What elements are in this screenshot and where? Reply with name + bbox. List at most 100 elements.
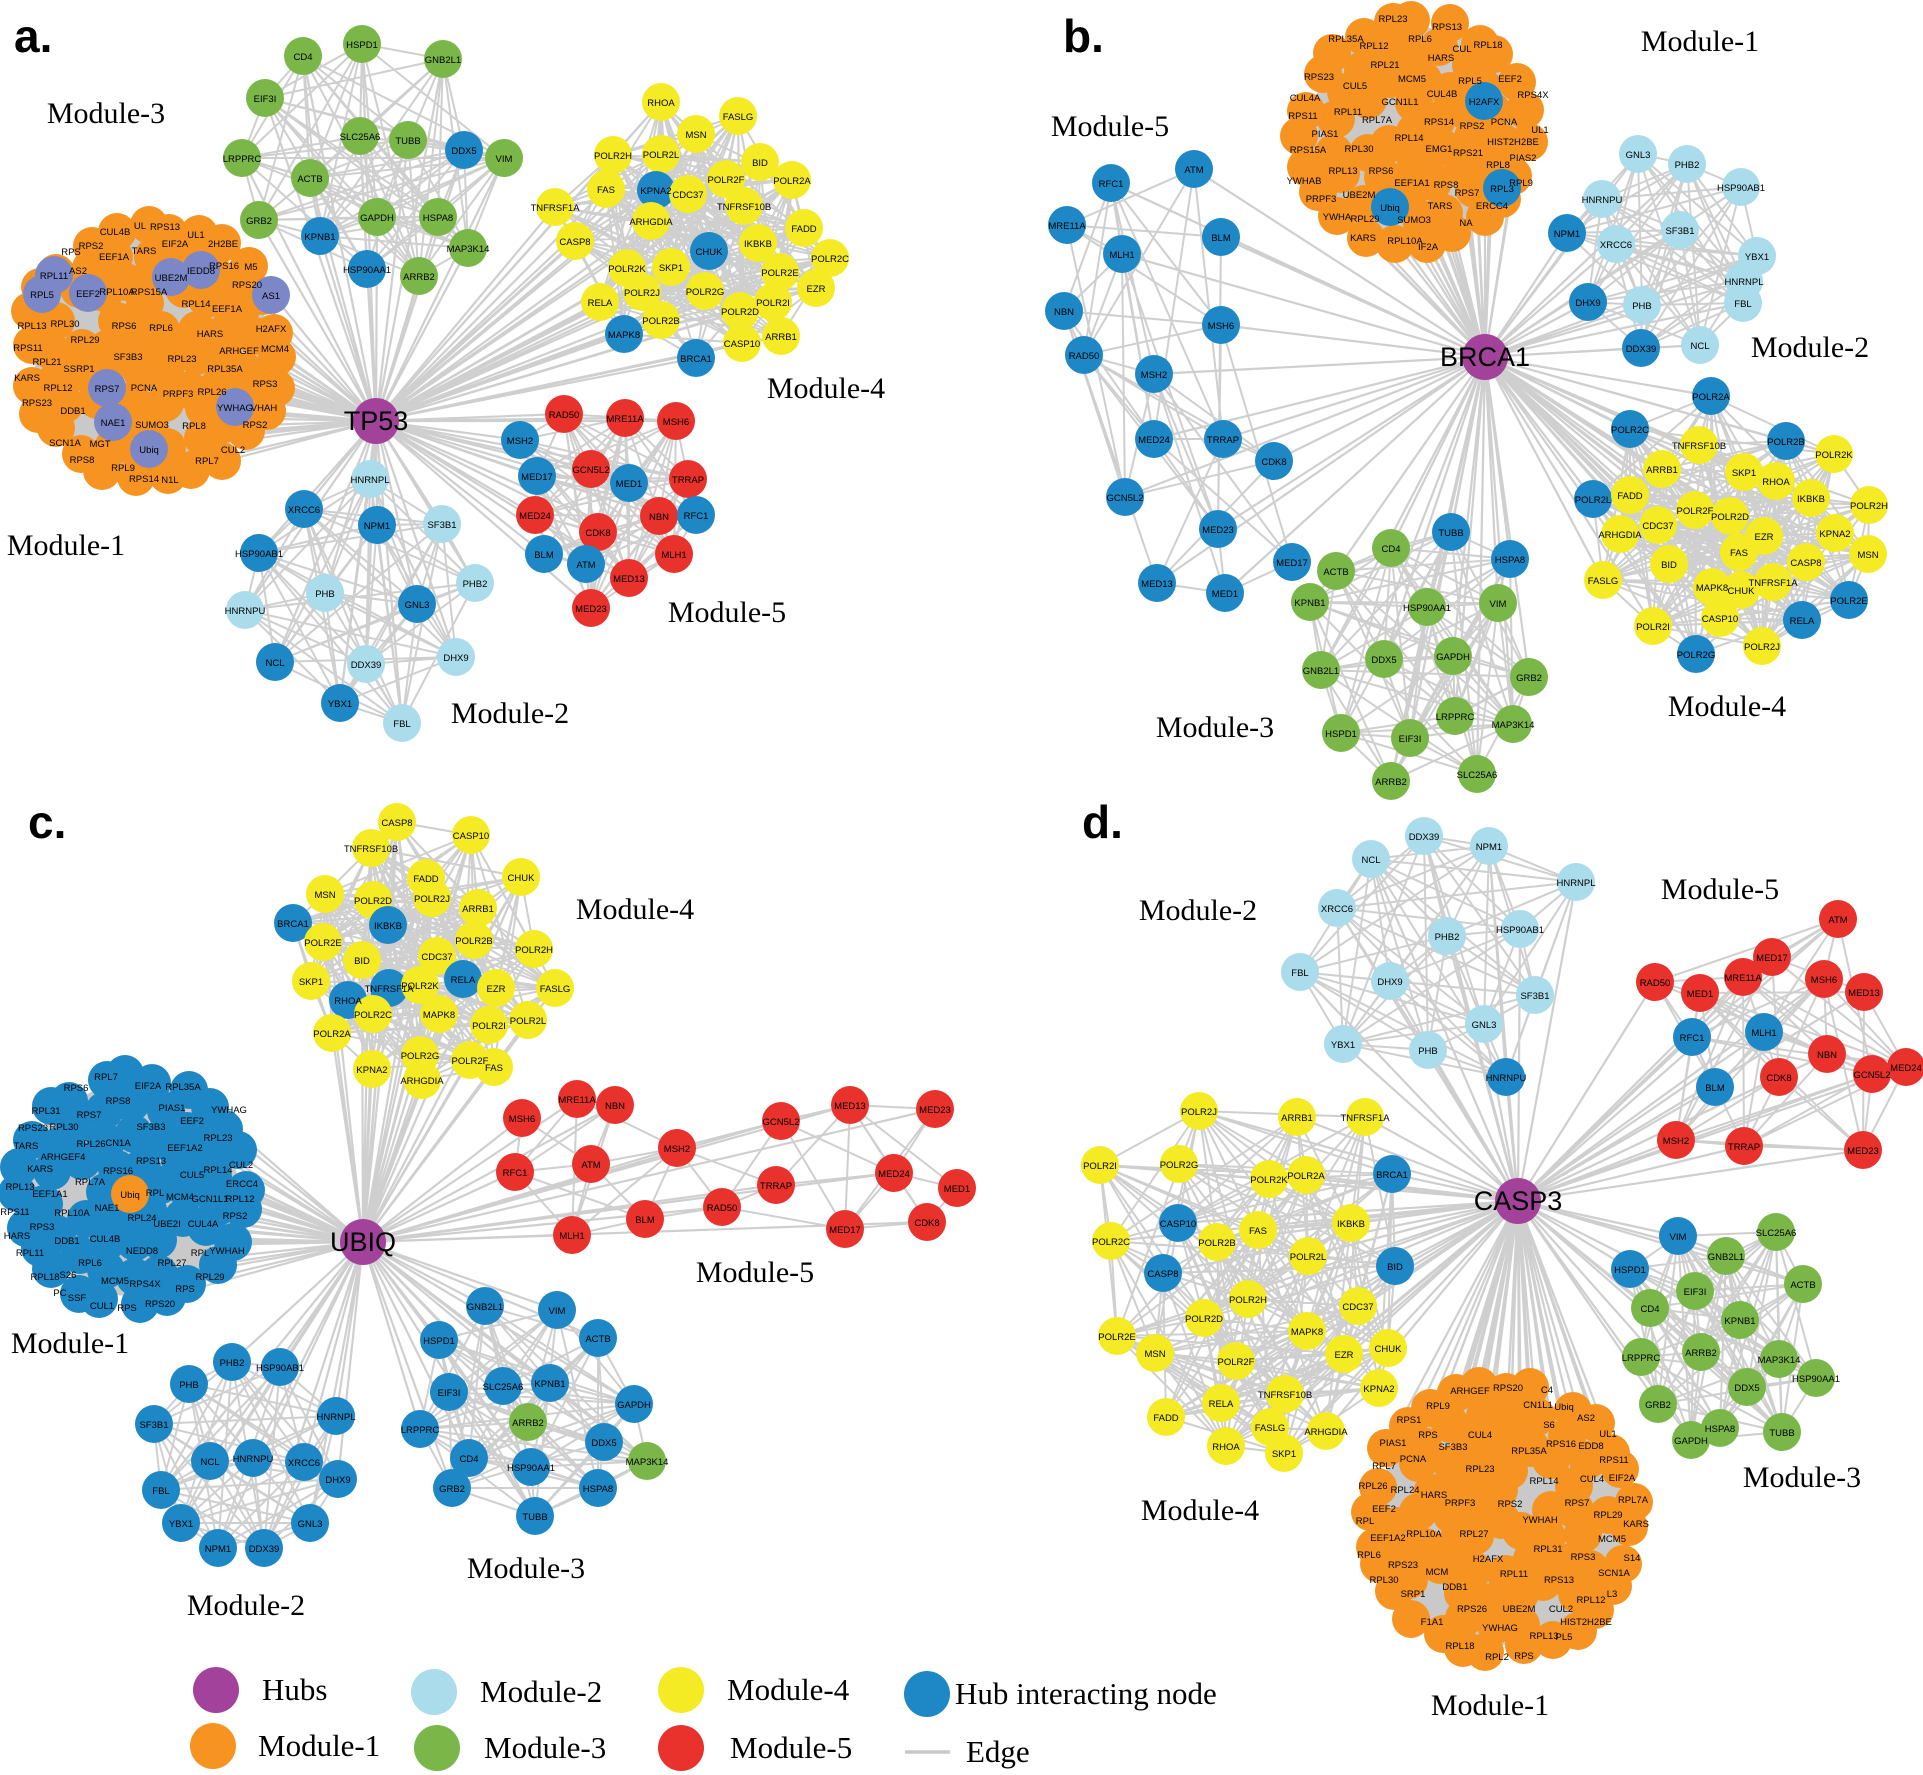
svg-text:CUL4B: CUL4B — [90, 1234, 121, 1245]
svg-text:Ubiq: Ubiq — [1380, 203, 1400, 214]
svg-text:MED24: MED24 — [1138, 435, 1170, 446]
svg-text:ARRB2: ARRB2 — [512, 1418, 544, 1429]
svg-text:RPL35A: RPL35A — [1328, 34, 1364, 45]
svg-text:XRCC6: XRCC6 — [1321, 904, 1353, 915]
svg-text:RAD50: RAD50 — [549, 410, 580, 421]
svg-text:PHB2: PHB2 — [463, 579, 488, 590]
svg-text:SSF: SSF — [68, 1293, 87, 1304]
svg-text:HARS: HARS — [1428, 53, 1454, 64]
svg-text:YWHAB: YWHAB — [1287, 176, 1322, 187]
svg-text:RPS7: RPS7 — [1455, 188, 1480, 199]
svg-text:TNFRSF1A: TNFRSF1A — [1748, 578, 1798, 589]
svg-text:UL1: UL1 — [1599, 1429, 1616, 1440]
svg-text:GNL3: GNL3 — [1626, 150, 1651, 161]
svg-text:RPL9: RPL9 — [111, 463, 135, 474]
svg-text:Module-4: Module-4 — [576, 893, 694, 926]
svg-text:DDB1: DDB1 — [60, 406, 85, 417]
svg-text:HNRNPU: HNRNPU — [1582, 195, 1623, 206]
svg-text:XRCC6: XRCC6 — [288, 505, 320, 516]
svg-text:MSH2: MSH2 — [1663, 1136, 1689, 1147]
svg-text:MAP3K14: MAP3K14 — [1758, 1355, 1801, 1366]
svg-text:RPL26: RPL26 — [76, 1139, 105, 1150]
svg-text:POLR2C: POLR2C — [354, 1010, 392, 1021]
svg-text:POLR2H: POLR2H — [594, 151, 632, 162]
svg-text:CUL: CUL — [1452, 44, 1471, 55]
svg-text:RFC1: RFC1 — [1099, 179, 1124, 190]
svg-text:GRB2: GRB2 — [1645, 1400, 1671, 1411]
svg-text:RELA: RELA — [1209, 1399, 1234, 1410]
svg-text:BLM: BLM — [1211, 233, 1231, 244]
svg-text:POLR2G: POLR2G — [1160, 1160, 1199, 1171]
svg-text:RPS13: RPS13 — [136, 1156, 166, 1167]
svg-text:POLR2K: POLR2K — [1250, 1175, 1288, 1186]
svg-text:DDX39: DDX39 — [1409, 832, 1440, 843]
svg-text:ARRB1: ARRB1 — [462, 904, 494, 915]
svg-text:RPL23: RPL23 — [1378, 14, 1407, 25]
svg-text:RPL12: RPL12 — [1576, 1595, 1605, 1606]
svg-text:MCM: MCM — [1426, 1567, 1449, 1578]
svg-text:EEF1A2: EEF1A2 — [167, 1143, 202, 1154]
svg-text:POLR2K: POLR2K — [1815, 450, 1853, 461]
svg-text:SLC25A6: SLC25A6 — [340, 132, 381, 143]
svg-text:ARHGDIA: ARHGDIA — [400, 1076, 444, 1087]
svg-text:TARS: TARS — [132, 246, 157, 257]
svg-text:GCN1L1: GCN1L1 — [192, 1194, 229, 1205]
svg-text:POLR2G: POLR2G — [1677, 650, 1716, 661]
svg-text:Module-4: Module-4 — [767, 372, 885, 405]
svg-text:HSPA8: HSPA8 — [1705, 1424, 1735, 1435]
svg-text:POLR2A: POLR2A — [313, 1029, 351, 1040]
svg-text:RPS2: RPS2 — [243, 420, 268, 431]
svg-text:RPL31: RPL31 — [1533, 1544, 1562, 1555]
svg-text:EZR: EZR — [807, 284, 826, 295]
svg-text:CDC37: CDC37 — [1642, 521, 1673, 532]
svg-text:HSP90AB1: HSP90AB1 — [1496, 925, 1544, 936]
svg-text:EIF2A: EIF2A — [162, 239, 189, 250]
svg-text:RPS23: RPS23 — [1388, 1560, 1418, 1571]
svg-text:RPL23: RPL23 — [1465, 1464, 1494, 1475]
svg-text:RPS6: RPS6 — [112, 321, 137, 332]
svg-text:KPNB1: KPNB1 — [534, 1379, 565, 1390]
svg-text:POLR2A: POLR2A — [1692, 392, 1730, 403]
svg-text:DDX39: DDX39 — [351, 660, 382, 671]
svg-text:ARRB2: ARRB2 — [1375, 777, 1407, 788]
svg-text:H2AFX: H2AFX — [256, 324, 287, 335]
svg-text:Module-2: Module-2 — [1139, 894, 1257, 927]
svg-text:RPS4X: RPS4X — [129, 1279, 161, 1290]
svg-text:GAPDH: GAPDH — [1674, 1436, 1708, 1447]
svg-text:TNFRSF10B: TNFRSF10B — [1672, 441, 1726, 452]
svg-text:KPNA2: KPNA2 — [640, 186, 671, 197]
svg-text:HSP90AB1: HSP90AB1 — [256, 1363, 304, 1374]
svg-text:MED1: MED1 — [616, 479, 642, 490]
svg-text:POLR2C: POLR2C — [1611, 425, 1649, 436]
svg-text:VHAH: VHAH — [251, 403, 278, 414]
svg-text:RPS14: RPS14 — [1424, 117, 1454, 128]
svg-text:POLR2A: POLR2A — [773, 176, 811, 187]
svg-text:RPL24: RPL24 — [127, 1213, 156, 1224]
svg-text:PHB2: PHB2 — [1435, 932, 1460, 943]
svg-text:RPL10A: RPL10A — [1387, 236, 1423, 247]
svg-text:Module-3: Module-3 — [1156, 711, 1274, 744]
svg-text:PHB2: PHB2 — [220, 1358, 245, 1369]
svg-text:RHOA: RHOA — [1762, 477, 1790, 488]
svg-text:UL1: UL1 — [187, 230, 204, 241]
svg-text:MED24: MED24 — [1890, 1063, 1922, 1074]
svg-text:Module-5: Module-5 — [730, 1730, 852, 1765]
svg-text:RPS4X: RPS4X — [1517, 90, 1549, 101]
svg-text:EEF1A: EEF1A — [212, 304, 243, 315]
svg-text:MED1: MED1 — [1687, 989, 1713, 1000]
svg-text:Module-5: Module-5 — [1051, 110, 1169, 143]
svg-text:KPNB1: KPNB1 — [1294, 598, 1325, 609]
svg-text:GRB2: GRB2 — [1516, 673, 1542, 684]
svg-text:RPL21: RPL21 — [32, 357, 61, 368]
svg-text:CD4: CD4 — [293, 52, 312, 63]
svg-text:MAP3K14: MAP3K14 — [626, 1457, 669, 1468]
svg-text:MLH1: MLH1 — [661, 550, 686, 561]
svg-text:CUL4: CUL4 — [1580, 1474, 1604, 1485]
svg-text:Module-3: Module-3 — [484, 1730, 606, 1765]
svg-text:RPS11: RPS11 — [0, 1207, 29, 1218]
svg-text:EZR: EZR — [487, 984, 506, 995]
svg-text:YBX1: YBX1 — [1331, 1040, 1355, 1051]
svg-text:UBE2M: UBE2M — [1343, 190, 1376, 201]
svg-text:NBN: NBN — [1817, 1050, 1837, 1061]
svg-text:EZR: EZR — [1335, 1350, 1354, 1361]
